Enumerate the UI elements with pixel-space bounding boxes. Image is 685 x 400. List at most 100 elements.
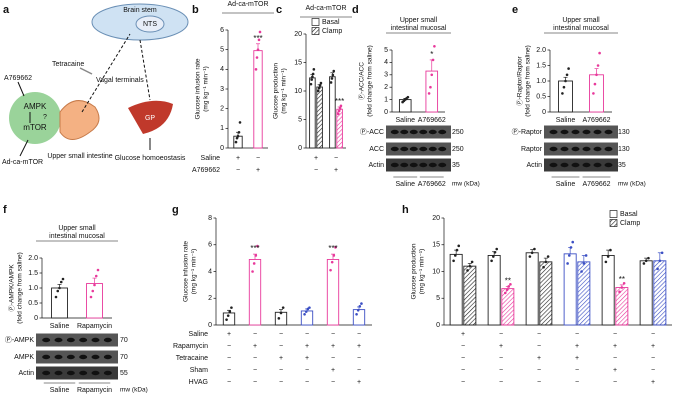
bar [539,261,553,326]
data-point [225,318,228,321]
label: Glucose homoeostasis [115,155,186,162]
data-point [561,92,564,95]
y-tick-label: 2 [384,84,388,91]
data-point [503,291,507,295]
data-point [317,86,321,90]
condition-sign: − [499,355,503,362]
data-point [528,255,532,258]
data-point [495,247,499,251]
blot-band [593,129,602,135]
data-point [59,280,63,284]
blot-band [42,370,51,376]
condition-sign: − [279,331,283,338]
data-point [254,254,258,257]
condition-sign: + [499,343,503,350]
data-point [334,246,337,249]
blot-band [42,337,51,343]
data-point [656,267,659,271]
blot-label: Ⓟ-ACC [360,128,384,136]
data-point [584,254,588,257]
data-point [311,72,315,76]
blot-label: ACC [369,146,384,153]
data-point [91,289,95,293]
intestine-shape [59,100,100,140]
data-point [237,130,241,134]
bar [309,77,316,149]
data-point [433,44,436,48]
data-point [308,306,311,309]
y-tick-label: 10 [432,268,440,275]
condition-sign: + [357,379,361,386]
data-point [310,78,313,81]
condition-sign: − [499,331,503,338]
y-tick-label: 10 [294,88,302,95]
condition-label: Saline [189,331,209,338]
y-tick-label: 5 [436,295,440,302]
y-tick-label: 1 [384,96,388,103]
data-point [252,262,256,265]
blot-band [400,162,409,168]
y-tick-label: 1.0 [536,78,546,85]
data-point [312,68,316,71]
data-point [658,259,662,263]
blot-band [428,129,437,135]
condition-sign: − [305,379,309,386]
condition-sign: − [537,331,541,338]
blot-band [438,162,447,168]
condition-sign: − [575,367,579,374]
condition-sign: − [314,167,318,174]
data-point [318,84,322,87]
condition-sign: − [537,367,541,374]
blot-band [438,146,447,152]
condition-sign: + [305,355,309,362]
data-point [595,73,598,77]
bar [248,259,262,326]
blot-mw: 55 [120,370,128,377]
condition-sign: − [461,379,465,386]
condition-sign: + [651,379,655,386]
y-tick-label: 2.0 [28,255,38,262]
condition-sign: − [357,331,361,338]
blot-band [582,146,591,152]
data-point [360,302,363,305]
blot-band [103,370,112,376]
panel-letter: a [3,4,10,16]
condition-label: Rapamycin [173,343,208,350]
bar [615,287,629,326]
arrow [139,39,151,101]
data-point [356,308,360,312]
bar [577,261,591,326]
data-point [505,288,509,291]
x-tick-label: A769662 [418,117,446,124]
label: NTS [143,21,157,28]
blot-band [390,129,399,135]
panel-letter: d [352,4,359,16]
inhibit [79,67,93,75]
legend-label: Clamp [620,220,640,227]
blot-label: AMPK [14,354,34,361]
panel-letter: f [3,204,7,216]
data-point [542,265,545,269]
condition-sign: − [651,355,655,362]
condition-sign: − [537,343,541,350]
condition-sign: − [305,331,309,338]
y-tick-label: 4 [208,268,212,275]
data-point [562,85,566,89]
condition-sign: − [613,379,617,386]
blot-band [604,146,613,152]
y-tick-label: 1.5 [28,270,38,277]
data-point [251,270,254,273]
condition-sign: − [227,343,231,350]
y-axis-label: (mg kg⁻¹ min⁻¹) [281,68,288,114]
condition-sign: − [279,379,283,386]
y-axis-label: Ⓟ-ACC/ACC [358,62,366,100]
data-point [609,248,612,252]
blot-band [593,162,602,168]
data-point [566,262,569,265]
arrow [81,33,131,113]
bar [558,80,573,113]
blot-label: Actin [526,162,542,169]
y-tick-label: 20 [432,215,440,222]
data-point [530,251,534,255]
data-point [565,73,569,77]
